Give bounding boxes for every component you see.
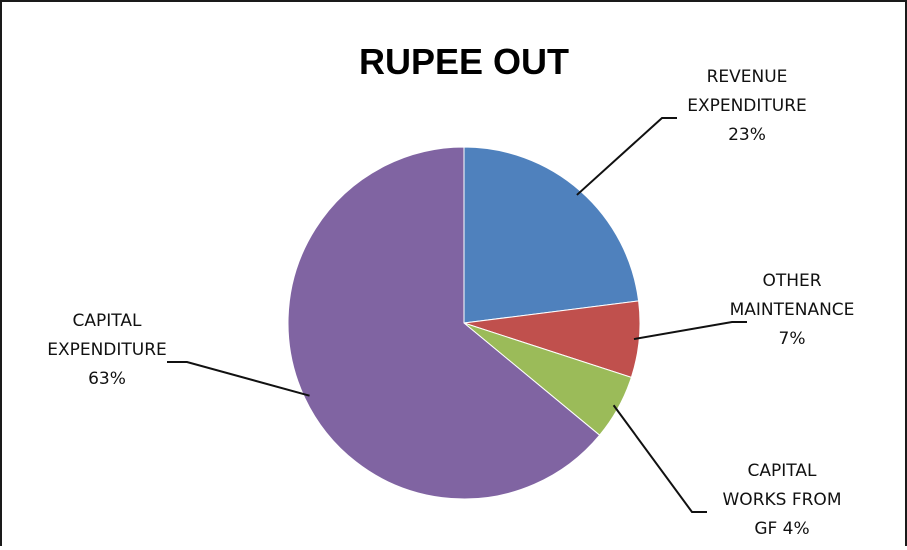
slice-label: CAPITAL EXPENDITURE 63% [47, 311, 167, 389]
slice-label-line: EXPENDITURE [687, 96, 807, 116]
pie-slice-revenue-expenditure [463, 146, 640, 324]
leader-lines [167, 117, 747, 513]
slice-label-line: CAPITAL [73, 311, 142, 331]
leader-line [576, 117, 677, 196]
slice-label-line: EXPENDITURE [47, 340, 167, 360]
slice-label-line: 63% [88, 369, 126, 389]
slice-label-line: OTHER [762, 271, 821, 291]
slice-label-line: GF 4% [754, 519, 809, 539]
slice-label-line: CAPITAL [748, 461, 817, 481]
slice-label-line: WORKS FROM [723, 490, 842, 510]
chart-title: RUPEE OUT [359, 41, 569, 82]
leader-line [633, 321, 747, 341]
slice-label: REVENUE EXPENDITURE 23% [687, 67, 807, 145]
pie-slices [287, 146, 641, 500]
slice-label-line: MAINTENANCE [730, 300, 855, 320]
slice-labels: REVENUE EXPENDITURE 23% OTHER MAINTENANCE 7% C… [47, 67, 854, 539]
leader-line [612, 404, 707, 513]
leader-line [167, 361, 310, 397]
slice-label-line: REVENUE [707, 67, 788, 87]
slice-label-line: 23% [728, 125, 766, 145]
slice-label: CAPITAL WORKS FROM GF 4% [723, 461, 842, 539]
pie-slice-capital-expenditure [287, 146, 601, 500]
slice-label-line: 7% [779, 329, 806, 349]
slice-label: OTHER MAINTENANCE 7% [730, 271, 855, 349]
